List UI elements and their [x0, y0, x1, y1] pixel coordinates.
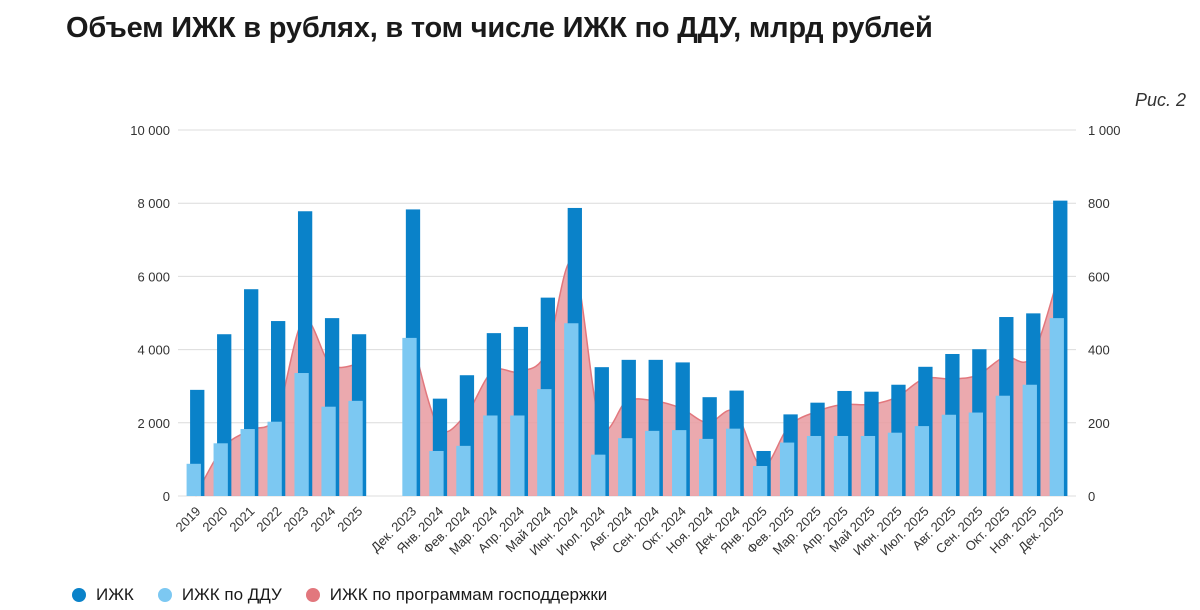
- bar-izhk-ddu: [645, 430, 660, 496]
- y-left-tick-label: 8 000: [137, 196, 170, 211]
- bar-izhk-ddu: [213, 443, 228, 496]
- bar-izhk-ddu: [348, 400, 363, 496]
- y-left-tick-label: 10 000: [130, 123, 170, 138]
- bar-izhk-ddu: [968, 412, 983, 496]
- bar-izhk-ddu: [483, 415, 498, 496]
- bar-izhk-ddu: [806, 435, 822, 496]
- bar-izhk-ddu: [941, 414, 957, 496]
- bar-izhk-ddu: [860, 435, 876, 496]
- bar-izhk-ddu: [186, 463, 201, 496]
- x-tick-label: 2022: [253, 504, 284, 535]
- x-tick-label: 2025: [334, 504, 365, 535]
- x-tick-label: 2020: [199, 504, 230, 535]
- y-right-tick-label: 600: [1088, 269, 1110, 284]
- y-right-tick-label: 0: [1088, 489, 1095, 504]
- bar-izhk-ddu: [429, 450, 444, 496]
- bar-izhk-ddu: [752, 465, 768, 496]
- y-left-tick-label: 2 000: [137, 416, 170, 431]
- x-tick-label: 2024: [307, 504, 338, 535]
- legend-label-gov: ИЖК по программам господдержки: [329, 585, 608, 604]
- legend-item-izhk[interactable]: ИЖК: [72, 585, 134, 605]
- bar-izhk-ddu: [699, 438, 714, 496]
- legend-marker-ddu: [157, 588, 172, 602]
- legend-marker-gov: [305, 588, 320, 602]
- bar-izhk-ddu: [618, 438, 633, 496]
- bar-izhk-ddu: [1022, 384, 1037, 496]
- chart-title: Объем ИЖК в рублях, в том числе ИЖК по Д…: [66, 12, 933, 44]
- x-tick-label: 2023: [280, 504, 311, 535]
- legend-label-izhk: ИЖК: [96, 585, 134, 604]
- gov-support-area: [195, 319, 358, 496]
- bar-izhk-ddu: [537, 389, 552, 496]
- bar-izhk-ddu: [887, 432, 903, 496]
- legend-item-ddu[interactable]: ИЖК по ДДУ: [157, 585, 282, 605]
- y-left-tick-label: 4 000: [137, 343, 170, 358]
- bar-izhk-ddu: [267, 421, 282, 496]
- y-left-tick-label: 0: [163, 489, 170, 504]
- legend-item-gov[interactable]: ИЖК по программам господдержки: [305, 585, 608, 605]
- chart: 0 2 000 4 000 6 000 8 000 10 000 0 200 400 600 800…: [130, 123, 1121, 558]
- bar-izhk-ddu: [1049, 318, 1064, 496]
- bar-izhk-ddu: [402, 337, 417, 496]
- bar-izhk-ddu: [564, 323, 579, 496]
- y-right-tick-label: 400: [1088, 343, 1110, 358]
- bar-izhk-ddu: [779, 442, 795, 496]
- bar-izhk-ddu: [456, 445, 471, 496]
- bar-izhk-ddu: [510, 415, 525, 496]
- bar-izhk-ddu: [294, 373, 309, 496]
- y-right-tick-label: 800: [1088, 196, 1110, 211]
- bar-izhk-ddu: [672, 430, 687, 496]
- x-tick-label: 2019: [172, 504, 203, 535]
- legend-marker-izhk: [72, 588, 86, 602]
- figure-label: Рис. 2: [1134, 90, 1186, 110]
- bar-izhk-ddu: [591, 454, 606, 496]
- bar-izhk-ddu: [240, 429, 255, 496]
- bar-izhk-ddu: [995, 395, 1010, 496]
- y-left-tick-label: 6 000: [137, 269, 170, 284]
- bar-izhk-ddu: [725, 428, 741, 496]
- bar-izhk-ddu: [914, 426, 930, 496]
- y-right-tick-label: 1 000: [1088, 123, 1121, 138]
- legend: ИЖК ИЖК по ДДУ ИЖК по программам господд…: [72, 585, 607, 605]
- bar-izhk-ddu: [321, 406, 336, 496]
- legend-label-ddu: ИЖК по ДДУ: [181, 585, 282, 604]
- y-right-tick-label: 200: [1088, 416, 1110, 431]
- bar-izhk-ddu: [833, 435, 849, 496]
- x-tick-label: 2021: [226, 504, 257, 535]
